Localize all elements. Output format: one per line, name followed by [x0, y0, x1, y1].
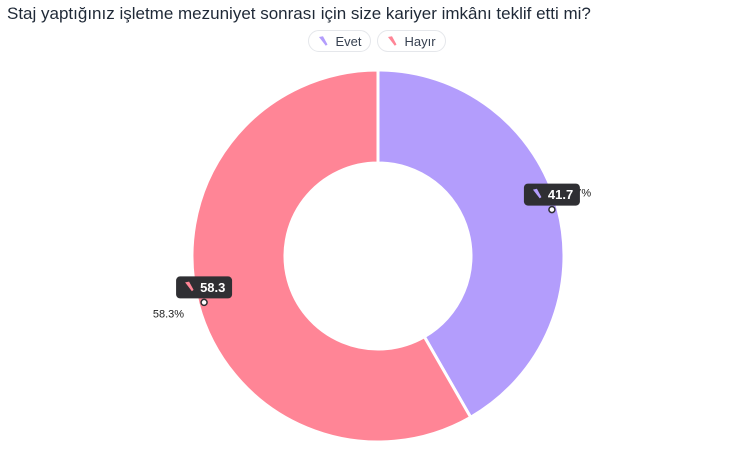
labels-group: 41.7%41.758.3%58.3: [153, 183, 591, 320]
anchor-dot: [200, 298, 208, 307]
slice-icon: [532, 188, 542, 199]
tooltip-value: 41.7: [548, 187, 573, 202]
tooltip: 41.7: [523, 183, 580, 214]
slice-evet[interactable]: [376, 68, 566, 420]
tooltip-box: [176, 276, 233, 299]
tooltip: 58.3: [176, 276, 233, 307]
slices-group: [190, 68, 566, 444]
chart-title: Staj yaptığınız işletme mezuniyet sonras…: [7, 4, 591, 23]
tooltip-box: [523, 183, 580, 206]
data-label: 58.3%: [153, 308, 184, 320]
slice-icon: [319, 36, 328, 46]
slice-hayir[interactable]: [190, 68, 473, 444]
legend-label-hayir: Hayır: [404, 33, 436, 49]
tooltip-value: 58.3: [200, 280, 225, 295]
slice-icon: [185, 281, 194, 292]
legend-item-hayir[interactable]: Hayır: [377, 30, 446, 52]
anchor-dot: [548, 205, 556, 214]
legend-item-evet[interactable]: Evet: [308, 30, 372, 52]
legend: Evet Hayır: [0, 30, 754, 52]
slice-icon: [388, 36, 397, 46]
legend-label-evet: Evet: [335, 33, 362, 49]
